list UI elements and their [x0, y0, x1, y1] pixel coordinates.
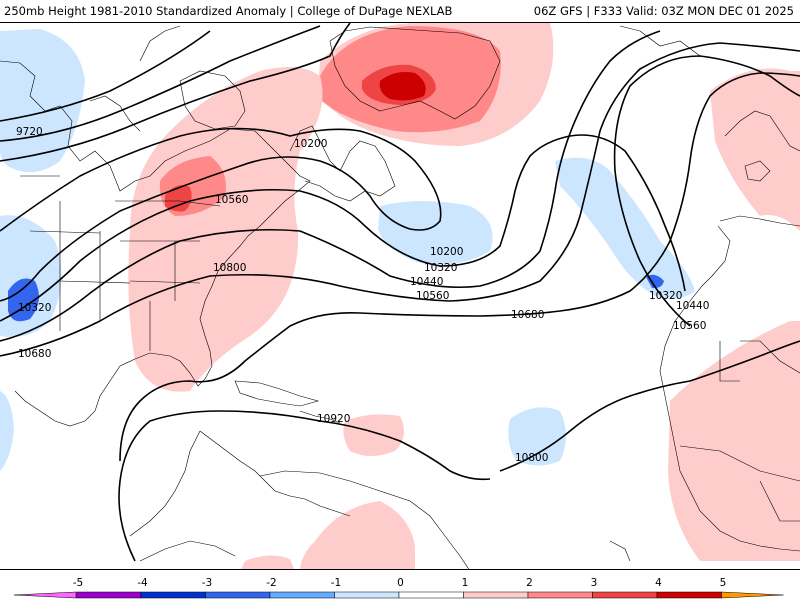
map-title: 250mb Height 1981-2010 Standardized Anom… [4, 4, 453, 18]
colorbar: -5 -4 -3 -2 -1 0 1 2 3 4 5 [0, 572, 800, 600]
contour-label: 10800 [515, 452, 548, 464]
colorbar-swatch [76, 591, 142, 599]
colorbar-swatch [656, 591, 722, 599]
colorbar-swatches [13, 591, 784, 599]
positive-anomaly-areas [128, 23, 800, 569]
contour-label: 10200 [294, 138, 327, 150]
colorbar-tick-label: -1 [331, 577, 341, 589]
contour-label: 10560 [416, 290, 449, 302]
negative-anomaly-areas [0, 29, 695, 471]
colorbar-swatch [13, 591, 77, 599]
model-run-info: 06Z GFS | F333 Valid: 03Z MON DEC 01 202… [533, 4, 794, 18]
colorbar-swatch [334, 591, 400, 599]
contour-label: 10440 [410, 276, 443, 288]
colorbar-tick-label: -5 [73, 577, 83, 589]
contour-labels: 9720 10200 10560 10800 10320 10680 10200… [16, 126, 709, 464]
map-panel[interactable]: 9720 10200 10560 10800 10320 10680 10200… [0, 22, 800, 570]
colorbar-swatch [269, 591, 335, 599]
colorbar-ticks: -5 -4 -3 -2 -1 0 1 2 3 4 5 [73, 577, 727, 589]
contour-label: 10560 [673, 320, 706, 332]
colorbar-tick-label: 5 [720, 577, 727, 589]
colorbar-swatch [398, 591, 464, 599]
colorbar-tick-label: -3 [202, 577, 212, 589]
contour-label: 10320 [424, 262, 457, 274]
colorbar-swatch [721, 591, 784, 599]
contour-label: 10320 [18, 302, 51, 314]
contour-label: 10680 [511, 309, 544, 321]
colorbar-tick-label: -4 [137, 577, 148, 589]
anomaly-map-svg: 9720 10200 10560 10800 10320 10680 10200… [0, 23, 800, 569]
contour-label: 10200 [430, 246, 463, 258]
contour-label: 10680 [18, 348, 51, 360]
contour-label: 10920 [317, 413, 350, 425]
contour-label: 10800 [213, 262, 246, 274]
colorbar-tick-label: -2 [266, 577, 276, 589]
height-contours [0, 23, 800, 562]
contour-label: 10560 [215, 194, 248, 206]
colorbar-tick-label: 1 [462, 577, 469, 589]
colorbar-tick-label: 0 [397, 577, 404, 589]
colorbar-swatch [140, 591, 206, 599]
contour-label: 9720 [16, 126, 43, 138]
colorbar-swatch [527, 591, 593, 599]
contour-label: 10440 [676, 300, 709, 312]
map-header: 250mb Height 1981-2010 Standardized Anom… [0, 0, 800, 22]
colorbar-tick-label: 4 [655, 577, 662, 589]
colorbar-swatch [592, 591, 658, 599]
colorbar-swatch [463, 591, 529, 599]
contour-label: 10320 [649, 290, 682, 302]
coastlines-and-borders [0, 25, 800, 569]
colorbar-tick-label: 3 [591, 577, 598, 589]
colorbar-tick-label: 2 [526, 577, 533, 589]
colorbar-swatch [205, 591, 271, 599]
